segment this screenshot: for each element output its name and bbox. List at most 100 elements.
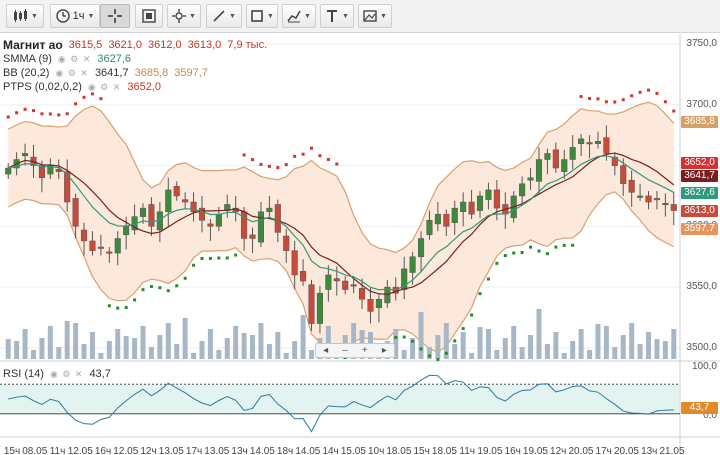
trend-tools-icon xyxy=(287,10,301,23)
psar-dot xyxy=(512,251,516,255)
psar-dot xyxy=(267,164,271,168)
chevron-down-icon: ▼ xyxy=(342,12,349,20)
rsi-panel xyxy=(0,374,680,433)
scroll-left-button[interactable]: ◂ xyxy=(323,345,329,356)
candle-body xyxy=(350,284,357,287)
candle-body xyxy=(283,235,290,251)
candle-body xyxy=(552,149,559,169)
draw-line-button[interactable]: ▼ xyxy=(206,4,242,28)
psar-dot xyxy=(293,154,297,158)
psar-dot xyxy=(571,243,575,247)
smma-label[interactable]: SMMA (9) xyxy=(3,53,52,65)
psar-dot xyxy=(647,88,651,92)
crosshair-button[interactable] xyxy=(100,4,130,28)
price-tag: 3627,6 xyxy=(681,186,718,199)
psar-dot xyxy=(486,277,490,281)
indicators-button[interactable]: ▼ xyxy=(167,4,201,28)
indicator-settings-icon[interactable]: ◉ ⚙ ✕ xyxy=(55,68,89,78)
psar-dot xyxy=(411,339,415,343)
volume-bar xyxy=(98,353,104,359)
chevron-down-icon: ▼ xyxy=(380,12,387,20)
volume-bar xyxy=(561,353,567,359)
psar-dot xyxy=(99,97,103,101)
candle-body xyxy=(603,137,610,154)
bb-mid-value: 3641,7 xyxy=(94,67,129,79)
candle-body xyxy=(417,238,425,257)
psar-dot xyxy=(166,289,170,293)
volume-bar xyxy=(612,347,618,359)
image-tool-button[interactable]: ▼ xyxy=(358,4,392,28)
psar-dot xyxy=(107,304,111,308)
psar-dot xyxy=(672,109,676,113)
zoom-in-button[interactable]: + xyxy=(361,345,368,356)
shapes-button[interactable]: ▼ xyxy=(246,4,278,28)
psar-dot xyxy=(124,305,128,309)
clock-icon xyxy=(55,9,70,23)
indicator-settings-icon[interactable]: ◉ ⚙ ✕ xyxy=(87,82,122,92)
psar-dot xyxy=(529,245,533,249)
scroll-right-button[interactable]: ▸ xyxy=(381,345,387,356)
time-axis-label: 08.05 xyxy=(22,446,48,455)
volume-bar xyxy=(443,323,449,359)
interval-button[interactable]: 1ч ▼ xyxy=(50,4,100,28)
volume-bar xyxy=(216,350,222,359)
rsi-band xyxy=(0,384,680,414)
rectangle-icon xyxy=(251,10,263,22)
psar-dot xyxy=(621,98,625,102)
rsi-line xyxy=(8,374,674,433)
candle-body xyxy=(451,207,458,223)
bb-low-value: 3597,7 xyxy=(174,67,208,79)
bollinger-band xyxy=(7,101,675,353)
volume-bar xyxy=(292,341,298,359)
bb-up-value: 3685,8 xyxy=(134,67,169,79)
candle-body xyxy=(384,286,391,304)
volume-bar xyxy=(477,327,483,359)
psar-dot xyxy=(402,335,406,339)
chart-legend: Магнит ао 3615,5 3621,0 3612,0 3613,0 7,… xyxy=(3,38,267,94)
time-axis-label: 11ч xyxy=(459,446,475,455)
time-axis-label: 18.05 xyxy=(431,446,457,455)
candle-body xyxy=(443,213,450,227)
psar-dot xyxy=(242,153,246,157)
fibonacci-button[interactable]: ▼ xyxy=(282,4,316,28)
frame-button[interactable] xyxy=(135,4,163,28)
bb-label[interactable]: BB (20,2) xyxy=(3,67,50,79)
psar-dot xyxy=(604,100,608,104)
zoom-out-button[interactable]: – xyxy=(342,345,348,356)
ptps-label[interactable]: PTPS (0,02,0,2) xyxy=(3,81,82,93)
volume-bar xyxy=(182,318,188,359)
indicator-settings-icon[interactable]: ◉ ⚙ ✕ xyxy=(49,368,84,379)
time-axis-label: 13ч xyxy=(641,446,658,455)
time-axis-label: 14.05 xyxy=(295,446,321,455)
volume-bar xyxy=(123,336,129,359)
psar-dot xyxy=(613,100,617,104)
volume-bar xyxy=(157,335,163,359)
text-tool-button[interactable]: ▼ xyxy=(320,4,354,28)
indicators-icon xyxy=(172,9,187,23)
psar-dot xyxy=(663,100,667,104)
psar-dot xyxy=(394,336,398,340)
candle-body xyxy=(207,223,214,227)
time-axis-label: 14ч xyxy=(322,446,339,455)
rsi-label[interactable]: RSI (14) xyxy=(3,368,44,380)
ptps-value: 3652,0 xyxy=(127,81,161,93)
chart-type-button[interactable]: ▼ xyxy=(6,4,44,28)
indicator-settings-icon[interactable]: ◉ ⚙ ✕ xyxy=(57,54,92,64)
psar-dot xyxy=(40,112,44,116)
psar-dot xyxy=(579,95,583,99)
candle-body xyxy=(106,251,113,254)
volume-bar xyxy=(14,341,20,359)
candles-icon xyxy=(14,9,28,22)
psar-dot xyxy=(6,115,10,119)
volume-bar xyxy=(536,309,542,359)
volume-value: 7,9 тыс. xyxy=(227,39,268,51)
psar-dot xyxy=(251,158,255,162)
chevron-down-icon: ▼ xyxy=(189,12,196,20)
volume-bar xyxy=(241,333,247,359)
candle-body xyxy=(148,204,155,227)
line-tool-icon xyxy=(213,10,225,22)
candle-body xyxy=(165,189,172,213)
psar-dot xyxy=(192,263,196,267)
candle-body xyxy=(64,171,71,203)
volume-bar xyxy=(115,329,121,359)
